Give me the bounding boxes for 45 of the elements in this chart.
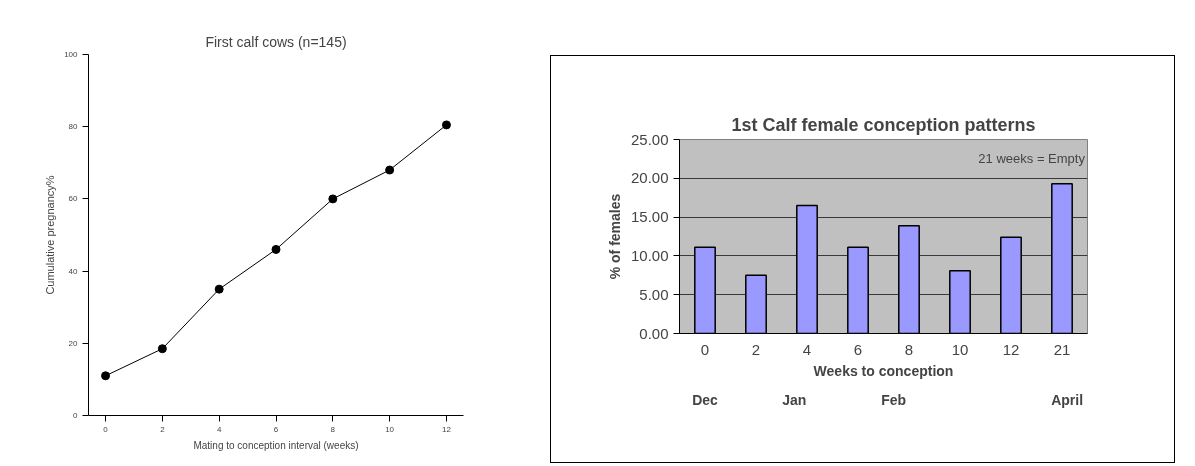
text: Dec xyxy=(692,391,719,408)
x-tick-label: 12 xyxy=(442,424,452,434)
point xyxy=(385,165,395,175)
point xyxy=(441,120,451,130)
point xyxy=(214,284,224,294)
y-tick-label: 60 xyxy=(68,194,79,204)
x-tick-label: 21 xyxy=(1053,340,1071,358)
y-tick-label: 100 xyxy=(64,50,79,59)
x-tick-label: 2 xyxy=(751,340,761,358)
x-tick-label: 4 xyxy=(216,424,222,434)
point xyxy=(328,194,338,204)
x-tick-label: 4 xyxy=(802,340,812,358)
y-tick-label: 40 xyxy=(68,266,79,276)
text: April xyxy=(1051,391,1084,408)
y-tick-label: 5.00 xyxy=(639,285,669,303)
y-tick-label: 0 xyxy=(73,411,79,420)
text: Feb xyxy=(881,391,907,408)
x-tick-label: 12 xyxy=(1002,340,1020,358)
x-tick-label: 8 xyxy=(904,340,914,358)
chart-title: 1st Calf female conception patterns xyxy=(731,114,1036,135)
x-axis-title: Weeks to conception xyxy=(813,362,954,379)
y-tick-label: 0.00 xyxy=(639,324,669,342)
y-tick-label: 15.00 xyxy=(630,208,669,226)
y-tick-label: 20 xyxy=(68,338,79,348)
y-tick-label: 80 xyxy=(68,122,79,132)
x-tick-label: 0 xyxy=(700,340,710,358)
x-tick-label: 0 xyxy=(103,424,109,434)
point xyxy=(157,344,167,354)
y-tick-label: 25.00 xyxy=(630,130,669,148)
point xyxy=(101,371,111,381)
x-tick-label: 6 xyxy=(273,424,279,434)
annotation: 21 weeks = Empty xyxy=(978,150,1086,166)
x-axis-title: Mating to conception interval (weeks) xyxy=(193,439,359,451)
y-axis-title: % of females xyxy=(606,193,623,280)
text: Jan xyxy=(782,391,807,408)
y-axis-title: Cumulative pregnancy% xyxy=(44,175,57,295)
x-tick-label: 6 xyxy=(853,340,863,358)
x-tick-label: 10 xyxy=(951,340,969,358)
y-tick-label: 10.00 xyxy=(630,246,669,264)
chart-title: First calf cows (n=145) xyxy=(205,33,347,50)
x-tick-label: 2 xyxy=(160,424,166,434)
x-tick-label: 10 xyxy=(385,424,395,434)
y-tick-label: 20.00 xyxy=(630,169,669,187)
x-tick-label: 8 xyxy=(330,424,336,434)
point xyxy=(271,244,281,254)
